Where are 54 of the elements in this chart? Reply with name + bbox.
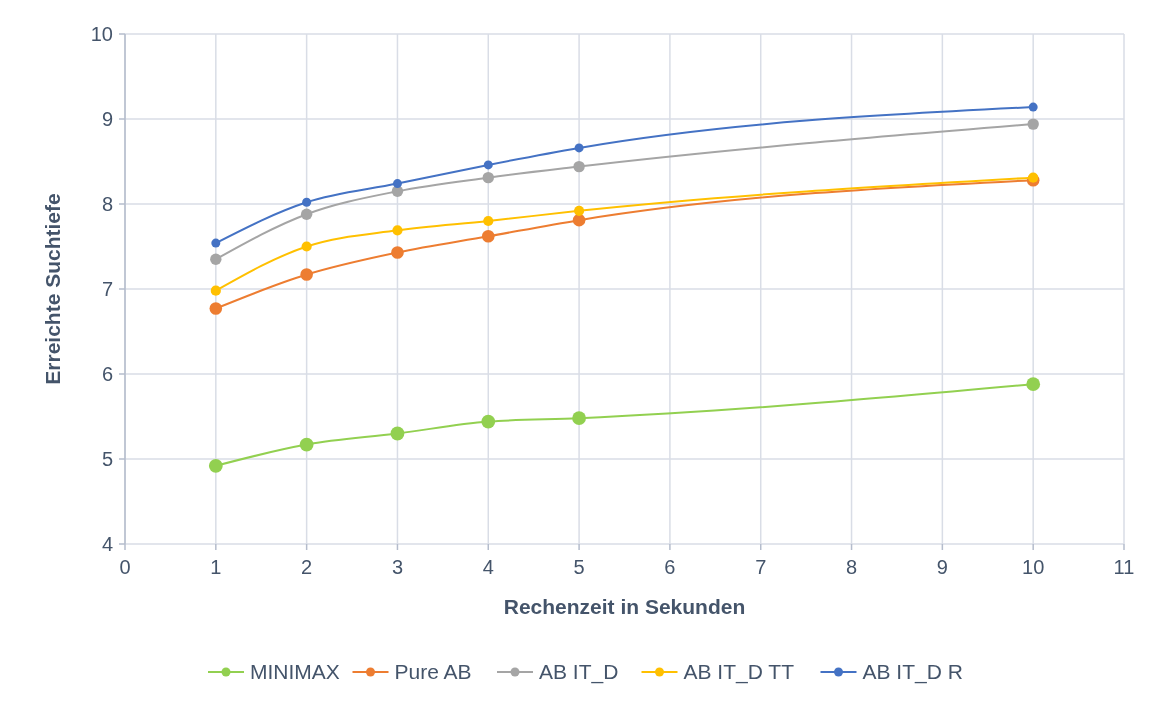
point xyxy=(390,426,405,441)
point xyxy=(210,253,222,265)
x-tick-label: 5 xyxy=(573,556,585,578)
legend-label: AB IT_D R xyxy=(862,660,963,685)
x-tick-label: 0 xyxy=(119,556,131,578)
legend-label: Pure AB xyxy=(394,660,472,684)
point xyxy=(392,179,402,189)
x-axis-title: Rechenzeit in Sekunden xyxy=(503,595,746,618)
point xyxy=(572,213,586,227)
point xyxy=(1028,102,1038,112)
point xyxy=(211,238,221,248)
y-tick-label: 4 xyxy=(101,533,113,555)
legend-label: AB IT_D TT xyxy=(683,660,795,685)
y-axis-title: Erreichte Suchtiefe xyxy=(41,193,64,385)
point xyxy=(1027,118,1039,130)
x-tick-label: 4 xyxy=(482,556,494,578)
point xyxy=(299,437,314,452)
y-tick-label: 5 xyxy=(101,448,113,470)
point xyxy=(481,230,495,243)
point xyxy=(1026,377,1041,392)
point xyxy=(208,458,223,473)
point xyxy=(483,160,493,170)
point xyxy=(1028,172,1039,183)
y-tick-label: 9 xyxy=(101,108,113,130)
point xyxy=(482,171,494,184)
point xyxy=(572,411,586,426)
x-tick-label: 1 xyxy=(210,556,222,578)
point xyxy=(573,160,585,173)
point xyxy=(573,205,585,216)
point xyxy=(392,225,403,236)
point xyxy=(391,246,404,259)
x-tick-label: 8 xyxy=(845,556,858,578)
x-tick-label: 11 xyxy=(1113,556,1135,578)
x-tick-label: 10 xyxy=(1022,556,1045,578)
y-tick-label: 7 xyxy=(101,278,113,300)
y-tick-label: 6 xyxy=(101,363,113,385)
point xyxy=(300,268,313,281)
y-tick-label: 10 xyxy=(90,23,113,45)
point xyxy=(210,285,221,296)
x-tick-label: 2 xyxy=(301,556,313,578)
legend-label: MINIMAX xyxy=(250,660,340,684)
y-tick-label: 8 xyxy=(101,193,113,215)
x-tick-label: 3 xyxy=(391,556,404,578)
point xyxy=(209,302,223,315)
point xyxy=(481,414,496,429)
x-tick-label: 7 xyxy=(755,556,767,578)
point xyxy=(301,241,312,252)
x-tick-label: 9 xyxy=(936,556,948,578)
point xyxy=(300,208,313,220)
legend-label: AB IT_D xyxy=(539,660,619,685)
point xyxy=(483,215,494,227)
point xyxy=(302,197,312,207)
x-tick-label: 6 xyxy=(664,556,676,578)
point xyxy=(574,143,584,153)
